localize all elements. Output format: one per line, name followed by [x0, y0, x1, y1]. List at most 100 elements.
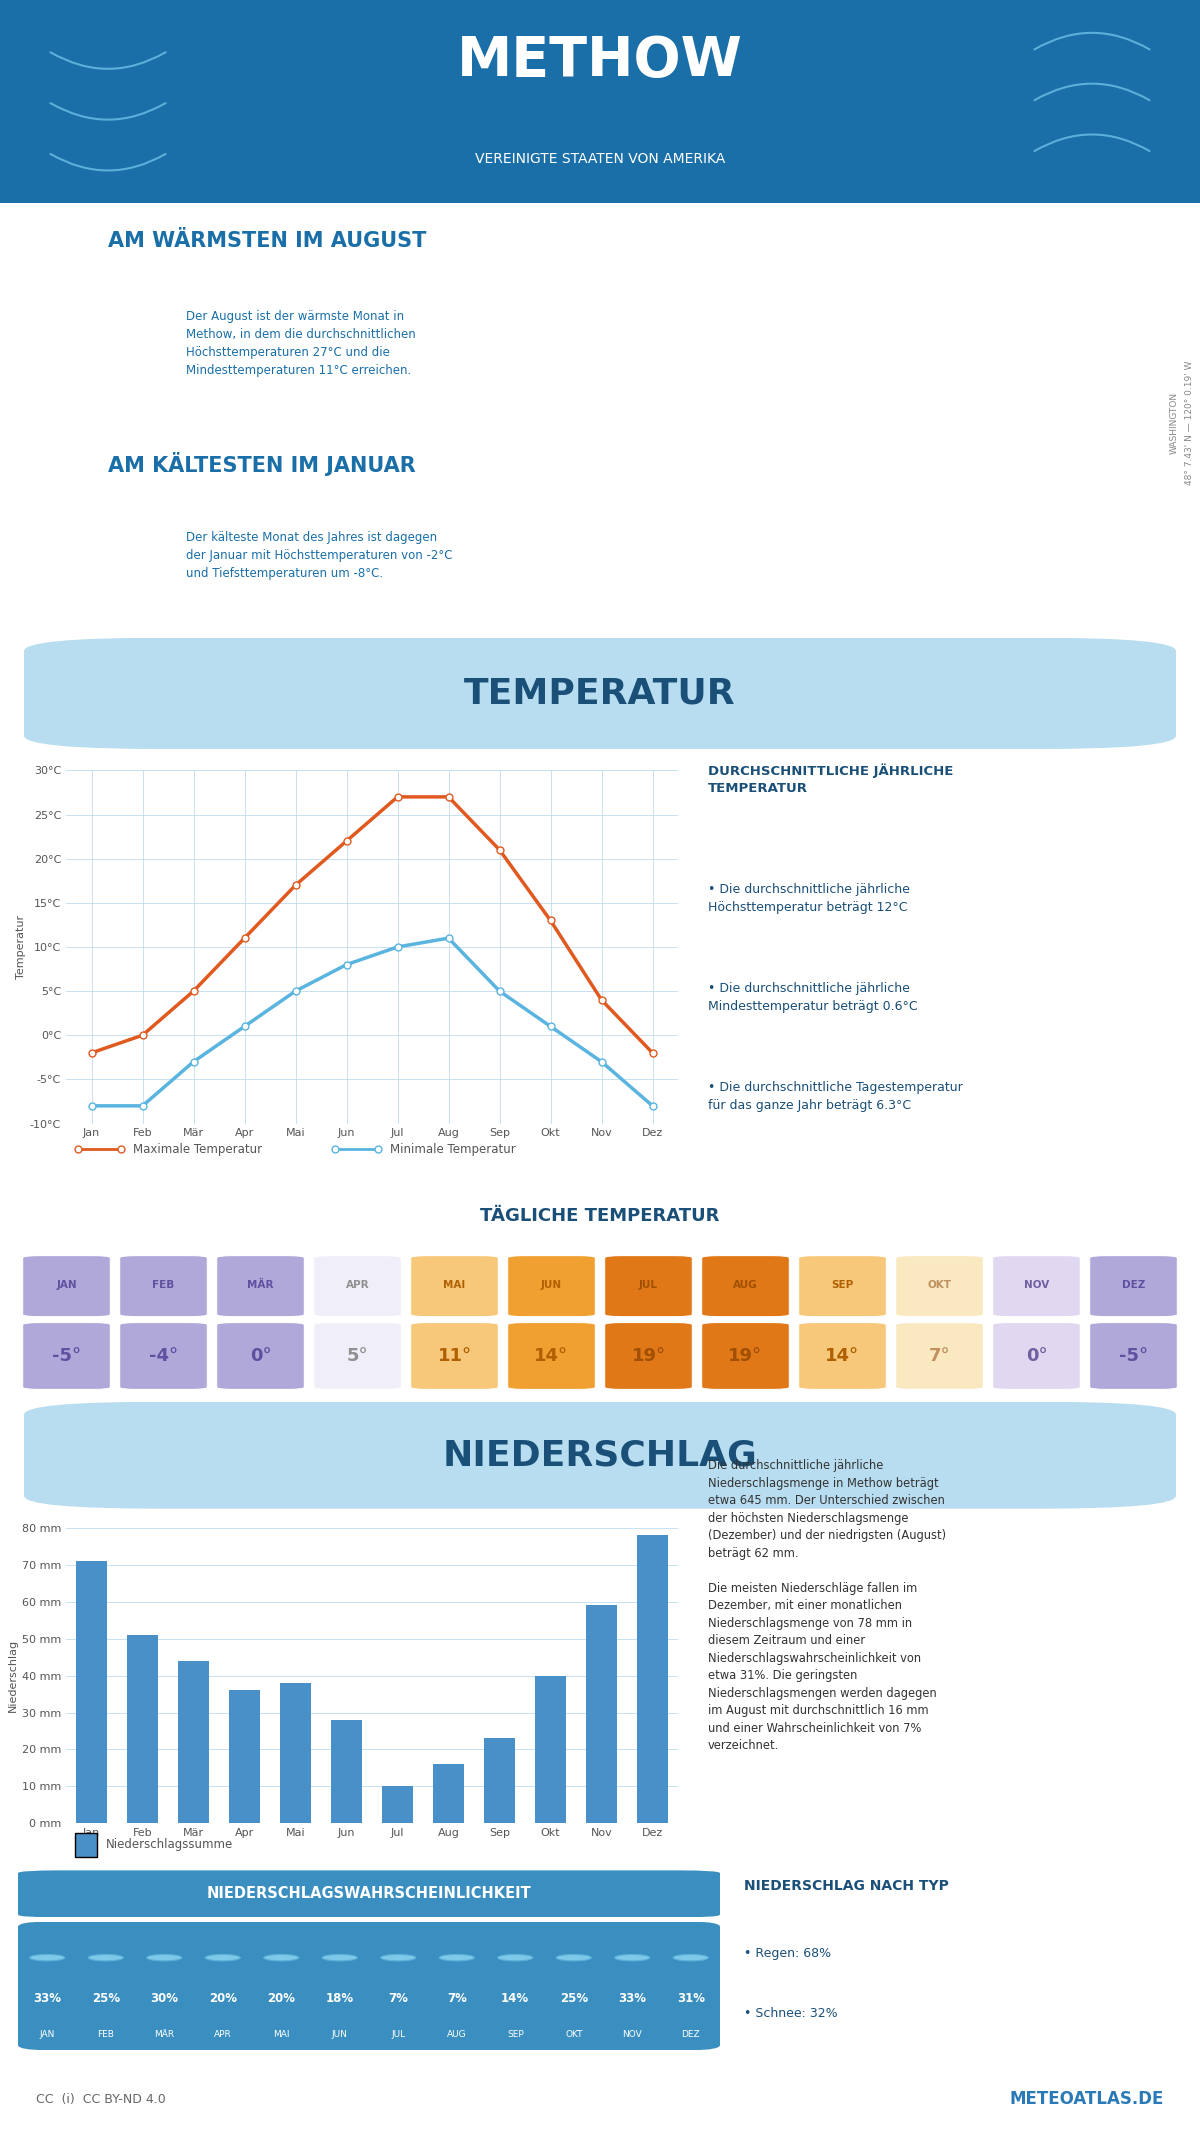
Text: MAI: MAI: [443, 1280, 466, 1290]
Bar: [485, 1738, 515, 1823]
Text: METEOATLAS.DE: METEOATLAS.DE: [1009, 2091, 1164, 2108]
FancyBboxPatch shape: [799, 1323, 887, 1389]
FancyBboxPatch shape: [18, 1870, 720, 1917]
FancyBboxPatch shape: [23, 1323, 110, 1389]
Text: 14%: 14%: [502, 1992, 529, 2005]
Text: Die durchschnittliche jährliche
Niederschlagsmenge in Methow beträgt
etwa 645 mm: Die durchschnittliche jährliche Niedersc…: [708, 1459, 946, 1753]
Text: FEB: FEB: [97, 2031, 114, 2039]
Circle shape: [30, 1954, 65, 1960]
Bar: [433, 1763, 463, 1823]
Text: JUN: JUN: [332, 2031, 348, 2039]
Text: -5°: -5°: [52, 1346, 82, 1365]
Text: 0°: 0°: [250, 1346, 271, 1365]
Bar: [281, 1682, 311, 1823]
Bar: [178, 1661, 209, 1823]
Text: MÄR: MÄR: [154, 2031, 174, 2039]
FancyBboxPatch shape: [895, 1256, 983, 1316]
FancyBboxPatch shape: [24, 638, 1176, 749]
Text: NOV: NOV: [1024, 1280, 1049, 1290]
Text: 48° 7.43' N — 120° 0.19' W: 48° 7.43' N — 120° 0.19' W: [1186, 360, 1194, 486]
Polygon shape: [336, 0, 864, 203]
Text: 33%: 33%: [618, 1992, 647, 2005]
Bar: [127, 1635, 158, 1823]
FancyBboxPatch shape: [992, 1323, 1080, 1389]
FancyBboxPatch shape: [508, 1256, 595, 1316]
Text: Niederschlagssumme: Niederschlagssumme: [106, 1838, 233, 1851]
Text: • Schnee: 32%: • Schnee: 32%: [744, 2007, 838, 2020]
Text: VEREINIGTE STAATEN VON AMERIKA: VEREINIGTE STAATEN VON AMERIKA: [475, 152, 725, 165]
Bar: [535, 1676, 566, 1823]
Text: JAN: JAN: [40, 2031, 55, 2039]
Text: NIEDERSCHLAG: NIEDERSCHLAG: [443, 1438, 757, 1472]
Text: JAN: JAN: [56, 1280, 77, 1290]
FancyBboxPatch shape: [702, 1256, 790, 1316]
FancyBboxPatch shape: [217, 1323, 305, 1389]
FancyBboxPatch shape: [0, 0, 1200, 203]
Bar: [587, 1605, 617, 1823]
FancyBboxPatch shape: [24, 1402, 1176, 1509]
Text: 5°: 5°: [347, 1346, 368, 1365]
Text: AUG: AUG: [446, 2031, 467, 2039]
Circle shape: [673, 1954, 708, 1960]
Circle shape: [89, 1954, 124, 1960]
FancyBboxPatch shape: [895, 1323, 983, 1389]
Text: 25%: 25%: [91, 1992, 120, 2005]
Text: 18%: 18%: [325, 1992, 354, 2005]
Bar: [77, 1562, 107, 1823]
Text: MÄR: MÄR: [247, 1280, 274, 1290]
Text: NIEDERSCHLAG NACH TYP: NIEDERSCHLAG NACH TYP: [744, 1879, 949, 1894]
FancyBboxPatch shape: [120, 1256, 208, 1316]
FancyBboxPatch shape: [217, 1256, 305, 1316]
Text: MAI: MAI: [274, 2031, 289, 2039]
Text: 11°: 11°: [438, 1346, 472, 1365]
Circle shape: [205, 1954, 240, 1960]
FancyBboxPatch shape: [410, 1256, 498, 1316]
Text: APR: APR: [214, 2031, 232, 2039]
Circle shape: [498, 1954, 533, 1960]
Bar: [383, 1787, 413, 1823]
Text: DEZ: DEZ: [1122, 1280, 1145, 1290]
Text: -4°: -4°: [149, 1346, 178, 1365]
Text: Maximale Temperatur: Maximale Temperatur: [133, 1143, 263, 1156]
Text: 0°: 0°: [1026, 1346, 1048, 1365]
Text: METHOW: METHOW: [457, 34, 743, 88]
Text: OKT: OKT: [928, 1280, 952, 1290]
Circle shape: [380, 1954, 416, 1960]
Text: Der kälteste Monat des Jahres ist dagegen
der Januar mit Höchsttemperaturen von : Der kälteste Monat des Jahres ist dagege…: [186, 531, 452, 580]
Text: 19°: 19°: [728, 1346, 762, 1365]
FancyBboxPatch shape: [1090, 1256, 1177, 1316]
Y-axis label: Temperatur: Temperatur: [16, 916, 25, 978]
Text: • Regen: 68%: • Regen: 68%: [744, 1947, 832, 1960]
Text: NOV: NOV: [623, 2031, 642, 2039]
FancyBboxPatch shape: [120, 1323, 208, 1389]
Text: 7%: 7%: [389, 1992, 408, 2005]
FancyBboxPatch shape: [18, 1922, 720, 2050]
Text: 20%: 20%: [209, 1992, 236, 2005]
Bar: [229, 1691, 260, 1823]
Bar: [637, 1534, 668, 1823]
FancyBboxPatch shape: [508, 1323, 595, 1389]
Text: AUG: AUG: [733, 1280, 758, 1290]
Text: SEP: SEP: [832, 1280, 853, 1290]
FancyBboxPatch shape: [702, 1323, 790, 1389]
Text: DURCHSCHNITTLICHE JÄHRLICHE
TEMPERATUR: DURCHSCHNITTLICHE JÄHRLICHE TEMPERATUR: [708, 764, 953, 794]
FancyBboxPatch shape: [410, 1323, 498, 1389]
Text: 20%: 20%: [268, 1992, 295, 2005]
FancyBboxPatch shape: [605, 1256, 692, 1316]
Text: TEMPERATUR: TEMPERATUR: [464, 676, 736, 710]
FancyBboxPatch shape: [313, 1256, 401, 1316]
Text: 14°: 14°: [826, 1346, 859, 1365]
Circle shape: [614, 1954, 650, 1960]
Text: AM KÄLTESTEN IM JANUAR: AM KÄLTESTEN IM JANUAR: [108, 452, 415, 475]
Text: • Die durchschnittliche jährliche
Höchsttemperatur beträgt 12°C: • Die durchschnittliche jährliche Höchst…: [708, 884, 910, 914]
FancyBboxPatch shape: [799, 1256, 887, 1316]
Text: JUL: JUL: [391, 2031, 406, 2039]
Text: AM WÄRMSTEN IM AUGUST: AM WÄRMSTEN IM AUGUST: [108, 231, 426, 250]
Text: 14°: 14°: [534, 1346, 569, 1365]
FancyBboxPatch shape: [1090, 1323, 1177, 1389]
Text: • Die durchschnittliche jährliche
Mindesttemperatur beträgt 0.6°C: • Die durchschnittliche jährliche Mindes…: [708, 982, 918, 1012]
Text: TÄGLICHE TEMPERATUR: TÄGLICHE TEMPERATUR: [480, 1207, 720, 1224]
Bar: [331, 1721, 362, 1823]
Text: DEZ: DEZ: [682, 2031, 700, 2039]
Text: 31%: 31%: [677, 1992, 704, 2005]
